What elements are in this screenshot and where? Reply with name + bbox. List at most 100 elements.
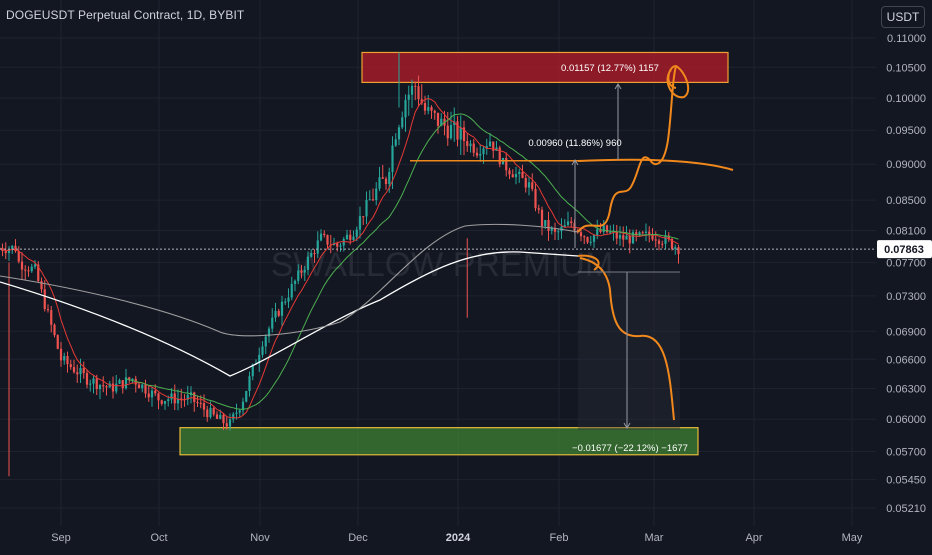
candle-body	[658, 241, 660, 244]
time-tick-label: Oct	[150, 532, 167, 544]
candle-body	[278, 311, 280, 316]
candle-body	[586, 237, 588, 242]
candle-body	[102, 385, 104, 386]
candle-body	[170, 394, 172, 400]
candle-body	[346, 235, 348, 239]
candle-body	[343, 239, 345, 245]
candle-body	[53, 325, 55, 335]
candle-body	[408, 95, 410, 100]
candle-body	[167, 399, 169, 401]
candle-body	[265, 336, 267, 346]
candle-body	[655, 239, 657, 240]
price-tick-label: 0.05450	[886, 475, 926, 487]
price-tick-label: 0.06300	[886, 384, 926, 396]
candle-body	[466, 141, 468, 146]
candle-body	[609, 232, 611, 233]
candle-body	[300, 270, 302, 272]
candle-body	[625, 236, 627, 240]
candle-body	[83, 368, 85, 373]
candle-body	[528, 182, 530, 187]
measurement-label: −0.01677 (−22.12%) −1677	[572, 443, 688, 454]
currency-button[interactable]: USDT	[881, 6, 925, 28]
candle-body	[164, 401, 166, 404]
chart-title: DOGEUSDT Perpetual Contract, 1D, BYBIT	[6, 8, 244, 22]
candle-body	[352, 237, 354, 240]
candle-body	[57, 335, 59, 349]
candle-body	[304, 270, 306, 273]
candle-body	[541, 210, 543, 226]
candle-body	[141, 385, 143, 389]
candle-body	[382, 177, 384, 178]
time-tick-label: Nov	[250, 532, 270, 544]
price-tick-label: 0.08500	[886, 195, 926, 207]
candle-body	[196, 402, 198, 403]
candle-body	[122, 380, 124, 388]
candle-body	[105, 386, 107, 387]
candle-body	[206, 410, 208, 418]
time-tick-label: May	[842, 532, 863, 544]
candle-body	[362, 216, 364, 217]
candle-body	[398, 127, 400, 139]
candle-body	[645, 232, 647, 233]
candle-body	[359, 216, 361, 229]
candle-body	[508, 170, 510, 174]
candle-body	[642, 232, 644, 233]
candle-body	[24, 270, 26, 271]
candle-body	[417, 86, 419, 99]
time-tick-label: Dec	[348, 532, 368, 544]
candle-body	[395, 139, 397, 145]
candle-body	[131, 379, 133, 380]
price-tick-label: 0.07700	[886, 257, 926, 269]
time-tick-label: Mar	[645, 532, 664, 544]
candle-body	[154, 391, 156, 394]
candle-body	[5, 251, 7, 253]
candle-body	[118, 380, 120, 384]
candle-body	[86, 373, 88, 385]
candle-body	[469, 144, 471, 146]
candle-body	[619, 235, 621, 238]
candle-body	[596, 229, 598, 235]
price-tick-label: 0.11000	[887, 33, 926, 45]
candle-body	[307, 257, 309, 270]
candle-body	[629, 236, 631, 244]
candle-body	[590, 242, 592, 243]
candle-body	[66, 356, 68, 364]
candle-body	[40, 281, 42, 289]
candle-body	[664, 236, 666, 244]
candle-body	[534, 189, 536, 208]
candle-body	[271, 318, 273, 329]
candle-body	[317, 240, 319, 253]
candle-body	[89, 384, 91, 385]
candle-body	[525, 178, 527, 187]
candle-body	[161, 400, 163, 403]
candle-body	[434, 111, 436, 113]
candle-body	[544, 220, 546, 226]
candle-body	[580, 232, 582, 236]
candle-body	[96, 378, 98, 389]
candle-body	[76, 372, 78, 374]
candle-body	[515, 174, 517, 177]
candle-body	[50, 310, 52, 325]
candle-body	[531, 182, 533, 189]
candle-body	[499, 148, 501, 165]
candle-body	[151, 391, 153, 398]
candle-body	[450, 125, 452, 138]
candle-body	[349, 235, 351, 240]
candle-body	[385, 179, 387, 184]
candle-body	[414, 86, 416, 87]
candle-body	[31, 267, 33, 271]
price-tick-label: 0.06900	[886, 326, 926, 338]
candle-body	[518, 172, 520, 174]
price-axis[interactable]: 0.110000.105000.100000.095000.090000.085…	[877, 33, 932, 515]
candle-body	[638, 232, 640, 234]
candle-body	[479, 154, 481, 155]
candle-body	[261, 346, 263, 354]
candle-body	[216, 414, 218, 418]
candle-body	[326, 235, 328, 245]
measurement-label: 0.01157 (12.77%) 1157	[561, 63, 659, 74]
candle-body	[356, 230, 358, 237]
candle-body	[365, 200, 367, 216]
